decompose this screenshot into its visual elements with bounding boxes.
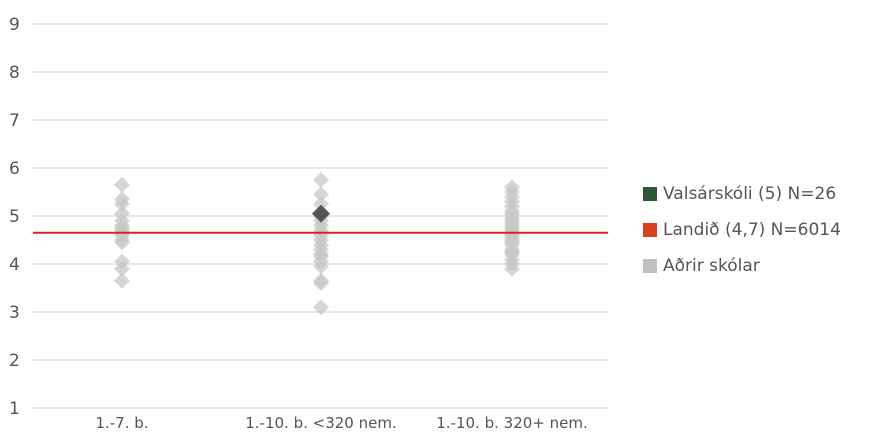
point-other-0-13 xyxy=(114,191,130,208)
point-other-0-14 xyxy=(114,176,130,193)
legend-swatch-national xyxy=(643,223,657,237)
y-tick-3: 3 xyxy=(9,303,20,323)
point-other-1-0 xyxy=(313,299,329,316)
legend: Valsárskóli (5) N=26 Landið (4,7) N=6014… xyxy=(643,176,841,284)
y-tick-2: 2 xyxy=(9,351,20,371)
y-tick-5: 5 xyxy=(9,207,20,227)
point-other-1-2 xyxy=(313,272,329,289)
legend-label-other-schools: Aðrir skólar xyxy=(663,256,760,276)
y-tick-1: 1 xyxy=(9,399,20,419)
y-tick-7: 7 xyxy=(9,111,20,131)
y-tick-4: 4 xyxy=(9,255,20,275)
legend-swatch-school xyxy=(643,187,657,201)
point-other-1-15 xyxy=(313,196,329,212)
y-tick-6: 6 xyxy=(9,159,20,179)
legend-item-national: Landið (4,7) N=6014 xyxy=(643,212,841,248)
legend-item-other-schools: Aðrir skólar xyxy=(643,248,841,284)
point-other-1-17 xyxy=(313,172,329,188)
point-other-0-2 xyxy=(114,253,130,270)
point-other-2-25 xyxy=(504,179,520,196)
legend-item-school: Valsárskóli (5) N=26 xyxy=(643,176,841,212)
point-other-1-16 xyxy=(313,186,329,203)
x-label-2: 1.-10. b. 320+ nem. xyxy=(436,414,588,432)
y-tick-9: 9 xyxy=(9,15,20,35)
legend-label-national: Landið (4,7) N=6014 xyxy=(663,220,841,240)
data-points xyxy=(114,172,520,316)
x-label-1: 1.-10. b. <320 nem. xyxy=(245,414,397,432)
legend-label-school: Valsárskóli (5) N=26 xyxy=(663,184,837,204)
legend-swatch-other-schools xyxy=(643,259,657,273)
y-tick-8: 8 xyxy=(9,63,20,83)
highlight-points xyxy=(312,204,330,223)
x-category-labels: 1.-7. b. 1.-10. b. <320 nem. 1.-10. b. 320… xyxy=(95,414,587,432)
point-highlight-1-0 xyxy=(312,204,330,223)
point-other-0-11 xyxy=(114,205,130,222)
point-other-0-0 xyxy=(114,272,130,289)
y-tick-labels: 1 2 3 4 5 6 7 8 9 xyxy=(9,15,20,419)
x-label-0: 1.-7. b. xyxy=(95,414,148,432)
